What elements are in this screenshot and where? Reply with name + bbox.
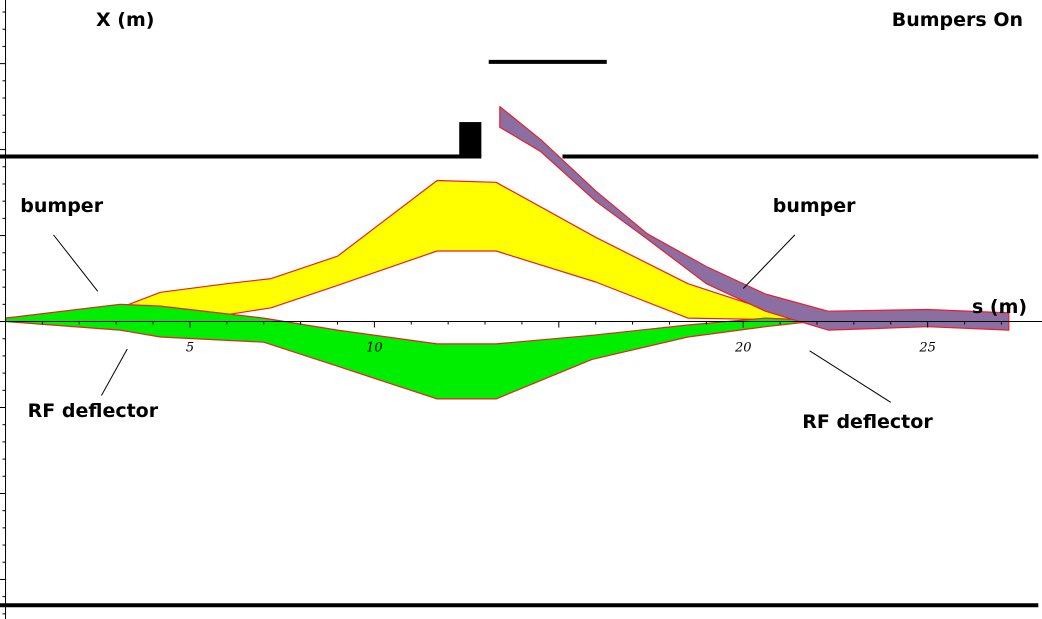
annotation-label: RF deflector xyxy=(802,411,933,433)
x-tick-label: 20 xyxy=(734,341,752,356)
x-tick-label: 25 xyxy=(918,341,936,356)
bumper-envelope xyxy=(4,179,822,322)
annotation-label: RF deflector xyxy=(28,400,159,422)
septum-block xyxy=(459,122,482,157)
x-axis-label: s (m) xyxy=(972,296,1027,318)
annotation-pointer xyxy=(809,350,892,403)
annotation-pointer xyxy=(100,348,128,396)
y-axis-label: X (m) xyxy=(96,9,154,31)
annotation-pointer xyxy=(742,234,796,289)
annotation-label: bumper xyxy=(773,195,856,217)
annotation-pointer xyxy=(53,234,99,292)
annotation-layer: bumper bumper RF deflector RF deflector xyxy=(20,195,933,433)
extracted-beam-envelope xyxy=(499,105,1010,331)
x-tick-label: 5 xyxy=(186,341,194,356)
chart-title: Bumpers On xyxy=(892,9,1023,31)
aperture-layer xyxy=(0,59,1039,608)
annotation-label: bumper xyxy=(20,195,103,217)
envelope-series-layer xyxy=(4,105,1010,400)
x-tick-label: 10 xyxy=(366,341,383,356)
